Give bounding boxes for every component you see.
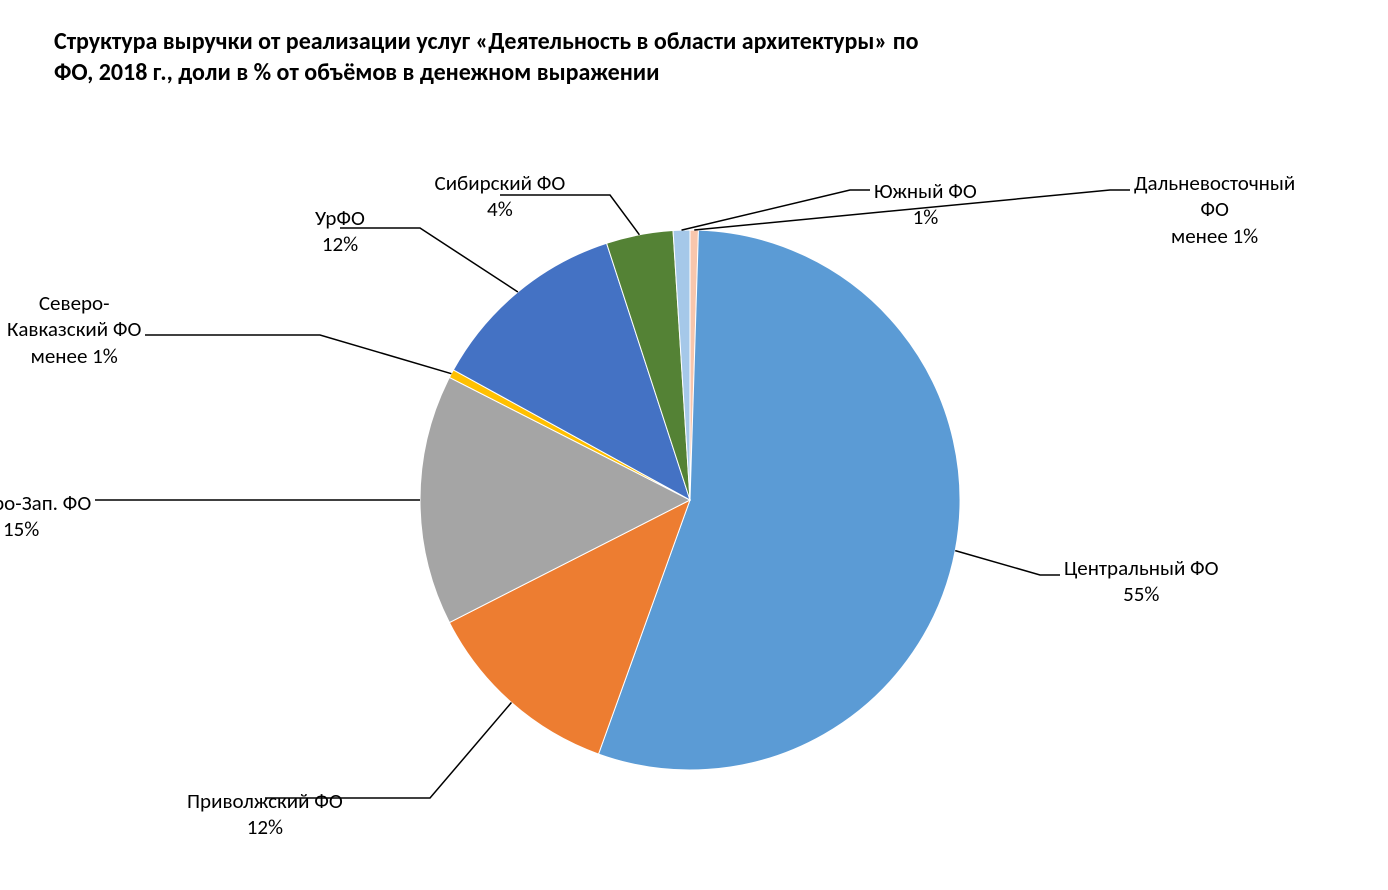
leader-line (145, 335, 451, 374)
pie-label: УрФО 12% (315, 205, 365, 258)
pie-label: Северо- Кавказский ФО менее 1% (7, 290, 141, 369)
pie-chart (0, 0, 1388, 890)
leader-line (340, 228, 518, 292)
page-root: { "title": { "text": "Структура выручки … (0, 0, 1388, 890)
leader-line (955, 551, 1060, 575)
pie-label: Сибирский ФО 4% (435, 170, 566, 223)
pie-label: Южный ФО 1% (874, 178, 977, 231)
pie-label: Дальневосточный ФО менее 1% (1134, 170, 1295, 249)
pie-label: Приволжский ФО 12% (187, 788, 343, 841)
leader-line (265, 703, 511, 798)
pie-label: Северо-Зап. ФО 15% (0, 490, 91, 543)
leader-line (682, 190, 870, 230)
pie-label: Центральный ФО 55% (1064, 555, 1219, 608)
